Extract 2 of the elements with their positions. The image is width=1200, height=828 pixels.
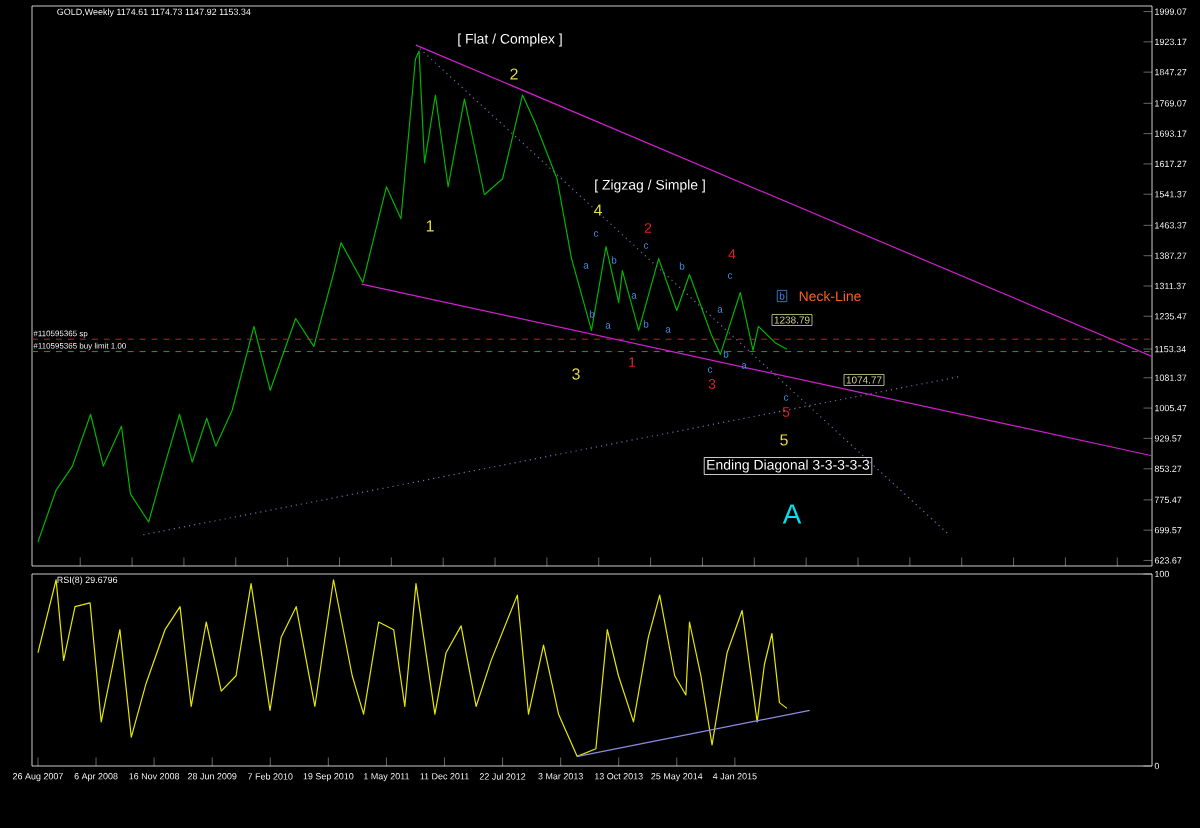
annotation: A — [782, 504, 802, 524]
line-series — [37, 579, 788, 757]
